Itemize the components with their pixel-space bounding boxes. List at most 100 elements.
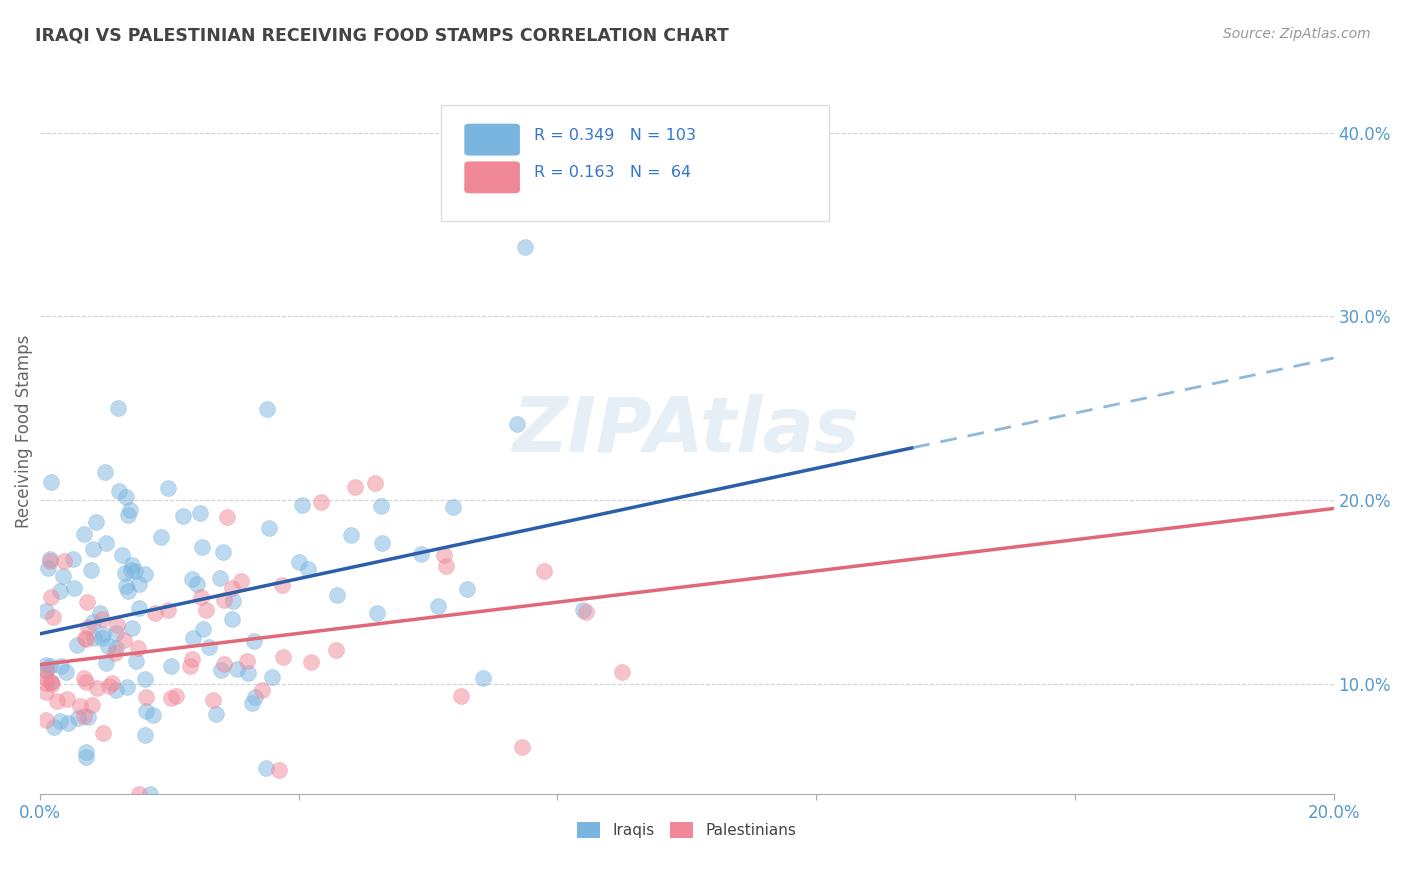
Point	[49, 659, 72, 673]
Point	[117, 508, 139, 523]
Point	[91, 627, 114, 641]
Point	[73, 527, 96, 541]
Point	[134, 672, 156, 686]
Point	[105, 618, 128, 632]
Point	[38, 659, 60, 673]
Point	[256, 761, 278, 775]
Point	[209, 664, 232, 678]
Point	[194, 602, 217, 616]
Point	[94, 535, 117, 549]
Point	[441, 500, 464, 515]
Point	[208, 571, 231, 585]
Point	[143, 607, 166, 621]
Point	[179, 659, 201, 673]
Point	[75, 631, 97, 645]
Point	[533, 564, 555, 578]
FancyBboxPatch shape	[464, 161, 520, 194]
Point	[35, 675, 58, 690]
Point	[121, 621, 143, 635]
Point	[127, 640, 149, 655]
Point	[139, 787, 162, 801]
Point	[114, 490, 136, 504]
Point	[513, 240, 536, 254]
Point	[94, 465, 117, 479]
Point	[260, 670, 283, 684]
Point	[134, 566, 156, 581]
Point	[221, 612, 243, 626]
Point	[159, 659, 181, 673]
Point	[236, 654, 259, 668]
Point	[240, 696, 263, 710]
Point	[188, 506, 211, 520]
Point	[35, 664, 58, 678]
FancyBboxPatch shape	[464, 124, 520, 155]
Point	[198, 640, 221, 655]
Point	[181, 572, 204, 586]
Text: Source: ZipAtlas.com: Source: ZipAtlas.com	[1223, 27, 1371, 41]
Point	[134, 728, 156, 742]
Point	[243, 634, 266, 648]
Point	[112, 632, 135, 647]
Legend: Iraqis, Palestinians: Iraqis, Palestinians	[571, 816, 803, 845]
Point	[510, 739, 533, 754]
Point	[82, 615, 104, 629]
Point	[66, 638, 89, 652]
Point	[212, 593, 235, 607]
Point	[325, 588, 347, 602]
Point	[67, 711, 90, 725]
Point	[41, 591, 63, 605]
Point	[165, 689, 187, 703]
Point	[35, 663, 58, 677]
Point	[181, 631, 204, 645]
Point	[49, 584, 72, 599]
Point	[269, 764, 291, 778]
Point	[259, 521, 281, 535]
Y-axis label: Receiving Food Stamps: Receiving Food Stamps	[15, 334, 32, 528]
Point	[45, 693, 67, 707]
Point	[118, 503, 141, 517]
Point	[471, 671, 494, 685]
Point	[180, 651, 202, 665]
Point	[97, 639, 120, 653]
Point	[108, 483, 131, 498]
Point	[63, 582, 86, 596]
Point	[117, 583, 139, 598]
Point	[193, 622, 215, 636]
Point	[55, 692, 77, 706]
Text: ZIPAtlas: ZIPAtlas	[513, 394, 860, 468]
Point	[76, 594, 98, 608]
Point	[288, 556, 311, 570]
Point	[53, 554, 76, 568]
Point	[76, 620, 98, 634]
Point	[128, 576, 150, 591]
Point	[221, 581, 243, 595]
Point	[456, 582, 478, 596]
Point	[191, 540, 214, 554]
Point	[39, 675, 62, 690]
Point	[84, 515, 107, 529]
Point	[160, 691, 183, 706]
Point	[75, 745, 97, 759]
Point	[89, 606, 111, 620]
Point	[121, 558, 143, 572]
Point	[128, 600, 150, 615]
Point	[245, 690, 267, 704]
Point	[217, 510, 239, 524]
Point	[299, 655, 322, 669]
Point	[343, 480, 366, 494]
Point	[107, 401, 129, 415]
Point	[214, 657, 236, 671]
Point	[42, 720, 65, 734]
Point	[75, 632, 97, 647]
Point	[339, 527, 361, 541]
Point	[52, 569, 75, 583]
Point	[75, 749, 97, 764]
Point	[41, 610, 63, 624]
Point	[82, 698, 104, 713]
Point	[427, 599, 450, 614]
Point	[238, 666, 260, 681]
Point	[186, 577, 208, 591]
Point	[73, 709, 96, 723]
Point	[105, 640, 128, 655]
Point	[309, 494, 332, 508]
